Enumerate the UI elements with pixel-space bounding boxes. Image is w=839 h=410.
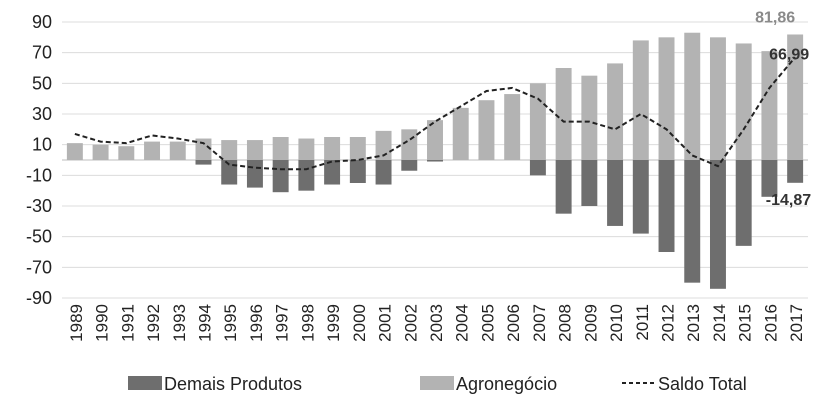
- x-tick-label: 1994: [195, 304, 214, 342]
- bars-layer: [67, 33, 803, 289]
- bar-agroneg-cio-2000: [350, 137, 366, 160]
- y-tick-label: 90: [32, 12, 52, 32]
- x-tick-label: 1990: [93, 304, 112, 342]
- y-tick-label: -90: [26, 288, 52, 308]
- data-label-saldo-total: 66,99: [769, 46, 809, 63]
- bar-agroneg-cio-1993: [170, 142, 186, 160]
- x-tick-label: 2012: [659, 304, 678, 342]
- bar-agroneg-cio-1996: [247, 140, 263, 160]
- data-label-demais-produtos: -14,87: [766, 192, 811, 209]
- bar-agroneg-cio-2007: [530, 83, 546, 160]
- bar-demais-produtos-1998: [298, 160, 314, 191]
- x-tick-label: 2000: [350, 304, 369, 342]
- bar-agroneg-cio-2003: [427, 120, 443, 160]
- x-tick-label: 1989: [67, 304, 86, 342]
- x-tick-label: 2004: [453, 304, 472, 342]
- legend-label: Agronegócio: [456, 374, 557, 394]
- y-tick-label: -50: [26, 227, 52, 247]
- bar-demais-produtos-2017: [787, 160, 803, 183]
- bar-demais-produtos-2015: [736, 160, 752, 246]
- x-tick-label: 1998: [298, 304, 317, 342]
- bar-demais-produtos-2001: [376, 160, 392, 185]
- y-tick-label: 30: [32, 104, 52, 124]
- x-tick-label: 2013: [684, 304, 703, 342]
- y-tick-label: -30: [26, 196, 52, 216]
- bar-agroneg-cio-2016: [761, 51, 777, 160]
- x-tick-label: 1992: [144, 304, 163, 342]
- bar-agroneg-cio-2004: [453, 108, 469, 160]
- x-tick-label: 2001: [376, 304, 395, 342]
- legend-label: Demais Produtos: [164, 374, 302, 394]
- y-tick-label: -10: [26, 165, 52, 185]
- x-tick-label: 2017: [787, 304, 806, 342]
- bar-agroneg-cio-2002: [401, 129, 417, 160]
- bar-demais-produtos-2013: [684, 160, 700, 283]
- x-tick-label: 1996: [247, 304, 266, 342]
- x-tick-label: 2016: [761, 304, 780, 342]
- bar-agroneg-cio-2005: [478, 100, 494, 160]
- data-label-agroneg-cio: 81,86: [755, 9, 795, 26]
- bar-demais-produtos-2009: [581, 160, 597, 206]
- bar-demais-produtos-1994: [196, 160, 212, 165]
- bar-demais-produtos-2014: [710, 160, 726, 289]
- bar-demais-produtos-2000: [350, 160, 366, 183]
- bar-agroneg-cio-1990: [93, 145, 109, 160]
- bar-agroneg-cio-1995: [221, 140, 237, 160]
- x-tick-label: 2005: [478, 304, 497, 342]
- bar-demais-produtos-2008: [556, 160, 572, 214]
- y-tick-label: 70: [32, 43, 52, 63]
- legend-label: Saldo Total: [658, 374, 747, 394]
- x-tick-label: 2014: [710, 304, 729, 342]
- bar-demais-produtos-1997: [273, 160, 289, 192]
- x-tick-label: 2009: [581, 304, 600, 342]
- x-tick-label: 1991: [118, 304, 137, 342]
- bar-agroneg-cio-2013: [684, 33, 700, 160]
- x-tick-label: 1993: [170, 304, 189, 342]
- bar-agroneg-cio-2012: [659, 37, 675, 160]
- bar-agroneg-cio-2008: [556, 68, 572, 160]
- x-tick-label: 2006: [504, 304, 523, 342]
- bar-agroneg-cio-2006: [504, 94, 520, 160]
- bar-agroneg-cio-1997: [273, 137, 289, 160]
- bar-demais-produtos-2003: [427, 160, 443, 162]
- x-tick-label: 2015: [736, 304, 755, 342]
- bar-demais-produtos-2010: [607, 160, 623, 226]
- x-tick-label: 2010: [607, 304, 626, 342]
- x-tick-label: 1997: [273, 304, 292, 342]
- x-tick-label: 2008: [556, 304, 575, 342]
- legend-swatch: [128, 376, 162, 390]
- bar-demais-produtos-2011: [633, 160, 649, 234]
- x-tick-label: 2003: [427, 304, 446, 342]
- bar-demais-produtos-2002: [401, 160, 417, 171]
- y-tick-label: 50: [32, 73, 52, 93]
- y-tick-label: -70: [26, 257, 52, 277]
- bar-agroneg-cio-2011: [633, 40, 649, 160]
- y-axis: 90 70 50 30 10 -10 -30 -50 -70 -90: [26, 12, 52, 308]
- bar-demais-produtos-2007: [530, 160, 546, 175]
- x-tick-label: 2011: [633, 304, 652, 341]
- bar-agroneg-cio-2015: [736, 43, 752, 160]
- bar-demais-produtos-2012: [659, 160, 675, 252]
- bar-agroneg-cio-2009: [581, 76, 597, 160]
- bar-agroneg-cio-1994: [196, 139, 212, 160]
- bar-agroneg-cio-2010: [607, 63, 623, 160]
- bar-demais-produtos-1999: [324, 160, 340, 185]
- bar-agroneg-cio-1999: [324, 137, 340, 160]
- legend-swatch: [420, 376, 454, 390]
- bar-agroneg-cio-1998: [298, 139, 314, 160]
- x-tick-label: 1999: [324, 304, 343, 342]
- x-tick-label: 1995: [221, 304, 240, 342]
- bar-agroneg-cio-2014: [710, 37, 726, 160]
- bar-agroneg-cio-1989: [67, 143, 83, 160]
- bar-agroneg-cio-1991: [118, 146, 134, 160]
- legend: Demais Produtos Agronegócio Saldo Total: [128, 374, 747, 394]
- x-tick-label: 2002: [401, 304, 420, 342]
- y-tick-label: 10: [32, 135, 52, 155]
- x-axis: 1989 1990 1991 1992 1993 1994 1995 1996 1997 1998…: [67, 304, 806, 342]
- x-tick-label: 2007: [530, 304, 549, 342]
- bar-demais-produtos-1996: [247, 160, 263, 188]
- bar-agroneg-cio-1992: [144, 142, 160, 160]
